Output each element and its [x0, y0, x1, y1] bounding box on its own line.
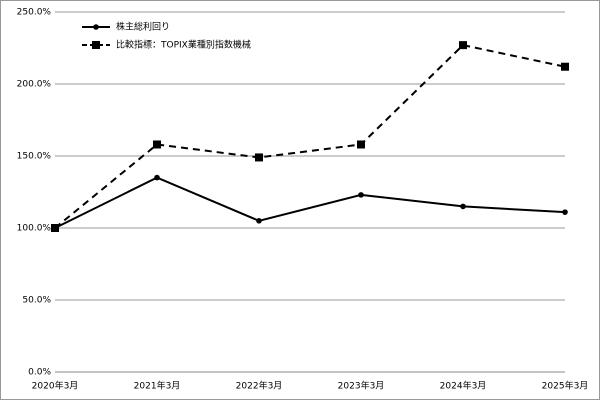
y-tick-label: 200.0% — [17, 80, 52, 90]
data-point — [561, 62, 569, 71]
data-point — [256, 218, 262, 224]
x-tick-label: 2021年3月 — [134, 380, 181, 392]
legend-label: 比較指標：TOPIX業種別指数機械 — [116, 39, 251, 51]
x-tick-label: 2025年3月 — [542, 380, 589, 392]
data-point — [358, 192, 364, 198]
data-point — [255, 153, 263, 162]
series-line — [54, 176, 566, 229]
y-tick-label: 100.0% — [17, 224, 52, 234]
x-tick-label: 2024年3月 — [440, 380, 487, 392]
y-tick-label: 250.0% — [17, 8, 52, 18]
y-tick-label: 50.0% — [22, 296, 51, 306]
data-point — [153, 140, 161, 149]
data-point — [154, 174, 160, 181]
legend-marker — [93, 24, 99, 30]
y-tick-label: 0.0% — [28, 368, 51, 378]
x-tick-label: 2022年3月 — [236, 380, 283, 392]
data-point — [459, 41, 467, 50]
data-point — [460, 203, 466, 210]
data-point — [562, 209, 568, 215]
data-point — [357, 140, 365, 149]
x-tick-label: 2023年3月 — [338, 380, 385, 392]
legend-label: 株主総利回り — [116, 21, 170, 33]
legend-marker — [92, 41, 100, 49]
y-tick-label: 150.0% — [17, 152, 52, 162]
x-tick-label: 2020年3月 — [32, 380, 79, 392]
series-line — [54, 44, 566, 229]
data-point — [51, 224, 59, 232]
